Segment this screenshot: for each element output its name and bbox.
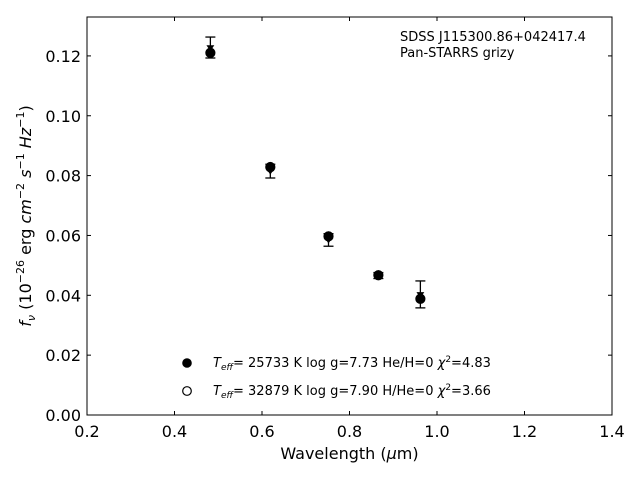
y-tick-label: 0.02 bbox=[45, 346, 81, 365]
y-tick-label: 0.10 bbox=[45, 107, 81, 126]
x-tick-label: 0.6 bbox=[249, 422, 274, 441]
x-axis-title: Wavelength (μm) bbox=[280, 444, 418, 463]
x-tick-label: 1.0 bbox=[424, 422, 449, 441]
legend-marker-filled bbox=[182, 358, 192, 368]
y-tick-label: 0.00 bbox=[45, 406, 81, 425]
x-tick-label: 0.8 bbox=[337, 422, 362, 441]
y-tick-label: 0.12 bbox=[45, 47, 81, 66]
legend-1-teff-text: = 25733 K log g=7.73 He/H=0 χ2=4.83 bbox=[233, 355, 491, 371]
annotation-survey: Pan-STARRS grizy bbox=[400, 46, 515, 61]
legend-marker-open bbox=[182, 386, 192, 396]
model-point-open bbox=[323, 231, 334, 241]
y-tick-label: 0.06 bbox=[45, 226, 81, 245]
annotation-object: SDSS J115300.86+042417.4 bbox=[400, 30, 586, 45]
model-point-open bbox=[373, 270, 384, 280]
model-point-open bbox=[265, 161, 276, 172]
model-point-open bbox=[415, 293, 426, 303]
observed-point bbox=[374, 273, 383, 280]
observed-point bbox=[416, 292, 425, 299]
plot-frame bbox=[86, 16, 613, 416]
legend-entry-2: Teff= 32879 K log g=7.90 H/He=0 χ2=3.66 bbox=[213, 383, 491, 401]
legend: Teff= 25733 K log g=7.73 He/H=0 χ2=4.83 … bbox=[182, 355, 491, 401]
y-axis-ticks: 0.00 0.02 0.04 0.06 0.08 0.10 0.12 bbox=[45, 47, 612, 425]
y-tick-label: 0.08 bbox=[45, 167, 81, 186]
legend-entry-1: Teff= 25733 K log g=7.73 He/H=0 χ2=4.83 bbox=[213, 355, 491, 373]
x-tick-label: 0.4 bbox=[162, 422, 187, 441]
model-series-open bbox=[205, 47, 426, 303]
x-tick-label: 1.4 bbox=[599, 422, 624, 441]
y-axis-title: fν (10−26 erg cm−2 s−1 Hz−1) bbox=[14, 105, 38, 326]
y-tick-label: 0.04 bbox=[45, 286, 81, 305]
x-tick-label: 1.2 bbox=[512, 422, 537, 441]
model-point-open bbox=[205, 47, 216, 58]
legend-2-teff-text: = 32879 K log g=7.90 H/He=0 χ2=3.66 bbox=[233, 383, 491, 399]
x-tick-label: 0.2 bbox=[74, 422, 99, 441]
